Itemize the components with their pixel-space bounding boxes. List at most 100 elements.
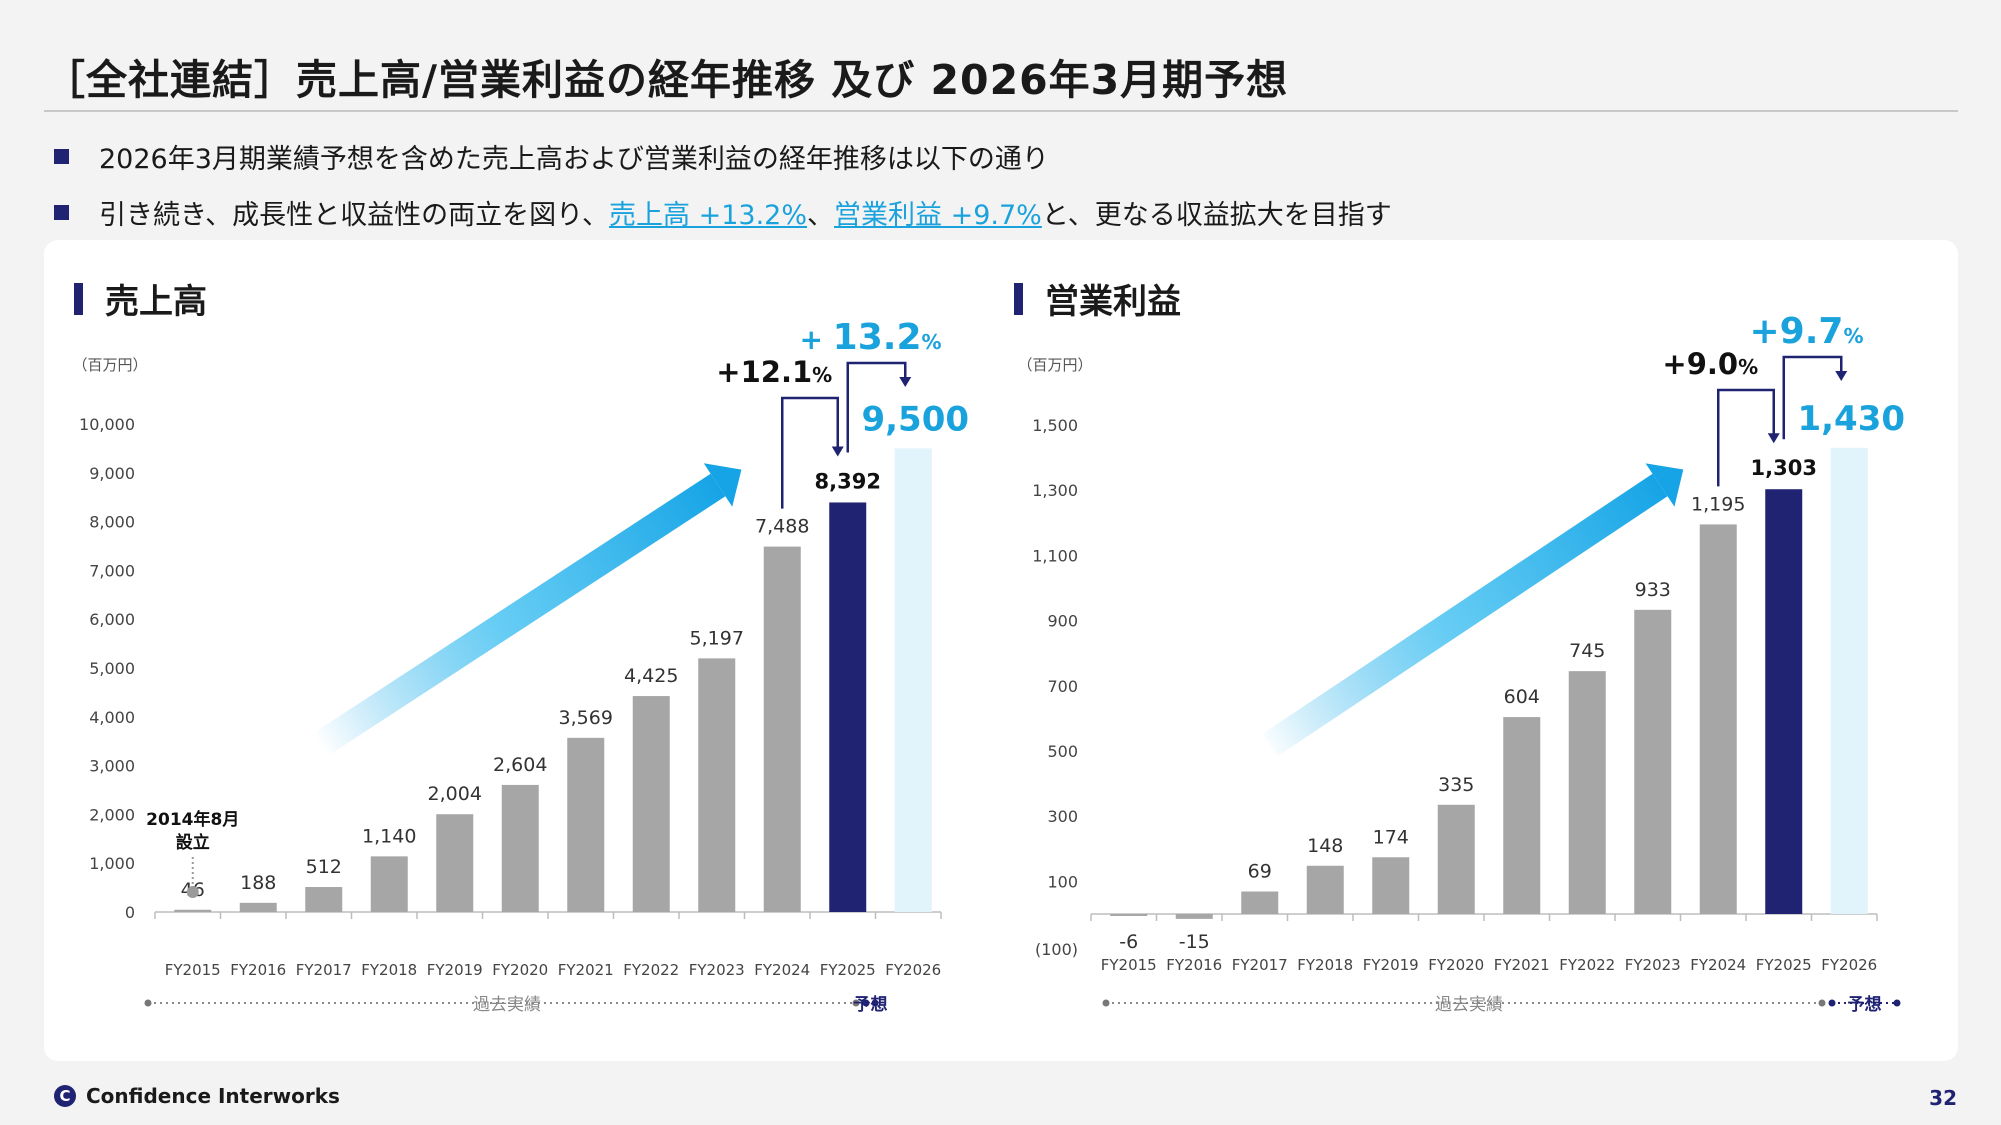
y-tick-label: (100)	[1035, 940, 1078, 959]
timeline-dot-icon	[852, 999, 860, 1007]
data-value-label: 5,197	[690, 627, 744, 649]
growth-bracket-forecast	[1782, 355, 1843, 440]
x-tick-label: FY2017	[296, 961, 352, 979]
y-tick-label: 7,000	[89, 561, 135, 580]
growth-trend-arrow-icon	[1262, 473, 1668, 757]
bar-fy2022	[632, 696, 670, 912]
bar-fy2025	[1765, 489, 1803, 914]
bar-fy2020	[1437, 804, 1475, 914]
growth-prev-label: +12.1%	[716, 355, 832, 389]
growth-forecast-pct: %	[1843, 324, 1863, 348]
data-value-label: 69	[1248, 861, 1272, 883]
y-tick-label: 0	[125, 903, 135, 922]
data-value-label: 174	[1373, 826, 1409, 848]
bar-fy2025	[829, 502, 867, 912]
x-tick-label: FY2016	[230, 961, 286, 979]
growth-prev-value: +9.0	[1662, 347, 1738, 381]
growth-bracket-forecast	[846, 361, 907, 453]
current-value-label: 8,392	[815, 469, 881, 493]
company-logo-icon: C	[54, 1085, 76, 1107]
timeline-actual-label: 過去実績	[473, 995, 541, 1015]
x-tick-label: FY2022	[623, 961, 679, 979]
growth-trend-arrowhead-icon	[1645, 463, 1684, 507]
y-tick-label: 1,000	[89, 854, 135, 873]
y-tick-label: 1,100	[1032, 546, 1078, 565]
bullet-list: 2026年3月期業績予想を含めた売上高および営業利益の経年推移は以下の通り 引き…	[54, 128, 1392, 240]
bar-fy2026	[1830, 447, 1868, 914]
y-tick-label: 4,000	[89, 708, 135, 727]
growth-forecast-label: + 13.2%	[799, 317, 941, 358]
bar-fy2022	[1568, 671, 1606, 914]
heading-accent-bar	[74, 282, 83, 315]
sales-growth-highlight: 売上高 +13.2%	[609, 199, 808, 231]
sales-chart: （百万円） 0 1,000 2,000 3,000 4,000 5,000 6,000 7,00…	[72, 317, 969, 1015]
x-tick-label: FY2024	[1690, 956, 1746, 974]
growth-bracket-arrow-icon	[1835, 371, 1848, 381]
bar-fy2016	[239, 902, 277, 912]
growth-forecast-value: +9.7	[1750, 311, 1844, 352]
timeline-actual-label: 過去実績	[1435, 995, 1503, 1015]
timeline-dot-icon	[1818, 999, 1826, 1007]
bar-fy2018	[370, 856, 408, 912]
y-tick-label: 5,000	[89, 659, 135, 678]
bar-fy2020	[501, 784, 539, 912]
bar-fy2015	[174, 909, 212, 912]
data-value-label: 335	[1438, 774, 1474, 796]
y-tick-label: 1,300	[1032, 481, 1078, 500]
bar-fy2019	[1372, 857, 1410, 914]
growth-prev-value: +12.1	[716, 355, 812, 389]
bullet-text: 引き続き、成長性と収益性の両立を図り、	[99, 199, 610, 231]
forecast-value-label: 1,430	[1797, 399, 1905, 439]
bar-fy2017	[1241, 891, 1279, 914]
y-tick-label: 100	[1047, 872, 1078, 891]
data-value-label: 604	[1504, 686, 1540, 708]
bar-fy2018	[1306, 865, 1344, 914]
company-logo-text: Confidence Interworks	[86, 1084, 340, 1108]
data-value-label: 188	[240, 872, 276, 894]
growth-forecast-plus: +	[799, 323, 832, 356]
y-unit-label: （百万円）	[72, 356, 147, 374]
heading-accent-bar	[1014, 282, 1023, 315]
bullet-item-1: 2026年3月期業績予想を含めた売上高および営業利益の経年推移は以下の通り	[54, 128, 1392, 184]
data-value-label: 1,140	[362, 825, 416, 847]
data-value-label: -15	[1179, 931, 1210, 953]
profit-chart-heading: 営業利益	[1014, 274, 1181, 323]
growth-trend-arrowhead-icon	[703, 463, 742, 507]
x-tick-label: FY2023	[1625, 956, 1681, 974]
data-value-label: 933	[1635, 579, 1671, 601]
x-tick-label: FY2015	[1101, 956, 1157, 974]
growth-bracket-arrow-icon	[1767, 433, 1780, 444]
bar-fy2017	[305, 887, 343, 912]
growth-bracket-arrow-icon	[899, 377, 912, 387]
founding-note-label: 2014年8月	[146, 809, 239, 830]
bullet-square-icon	[54, 204, 69, 220]
bar-fy2024	[1699, 524, 1737, 914]
x-tick-label: FY2025	[1756, 956, 1812, 974]
bar-fy2019	[436, 814, 474, 912]
bullet-text: 、	[807, 199, 835, 231]
growth-prev-label: +9.0%	[1662, 347, 1758, 381]
y-unit-label: （百万円）	[1017, 356, 1092, 374]
x-tick-label: FY2015	[165, 961, 221, 979]
data-value-label: 148	[1307, 835, 1343, 857]
timeline-dot-icon	[871, 999, 879, 1007]
growth-forecast-pct: %	[922, 330, 942, 354]
timeline-forecast-label: 予想	[1848, 994, 1882, 1015]
page-title: ［全社連結］売上高/営業利益の経年推移 及び 2026年3月期予想	[44, 56, 1289, 104]
y-tick-label: 500	[1047, 742, 1078, 761]
x-tick-label: FY2021	[1494, 956, 1550, 974]
y-tick-label: 700	[1047, 677, 1078, 696]
timeline-dot-icon	[1828, 999, 1836, 1007]
sales-chart-title: 売上高	[105, 282, 207, 322]
growth-prev-pct: %	[1738, 355, 1758, 379]
bullet-square-icon	[54, 148, 69, 164]
company-logo: C Confidence Interworks	[54, 1084, 340, 1108]
x-tick-label: FY2016	[1166, 956, 1222, 974]
timeline-forecast-label: 予想	[854, 994, 888, 1015]
data-value-label: 512	[306, 856, 342, 878]
growth-forecast-label: +9.7%	[1750, 311, 1864, 352]
x-tick-label: FY2023	[689, 961, 745, 979]
data-value-label: 1,195	[1691, 493, 1745, 515]
bar-fy2024	[763, 546, 801, 912]
